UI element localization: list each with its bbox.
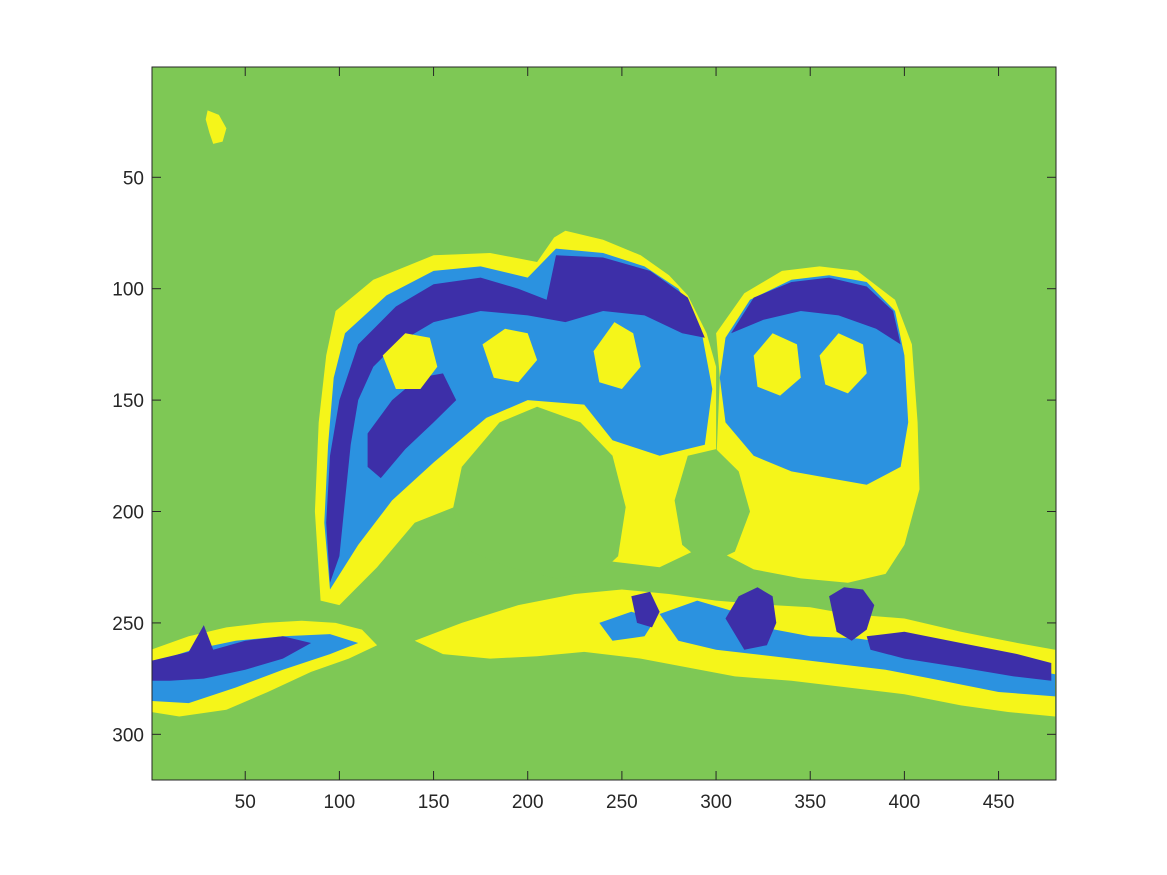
region-base-cyan-2	[659, 600, 1056, 697]
x-tick-label: 300	[700, 792, 732, 813]
region-left-lobe-hole-1	[382, 333, 438, 389]
region-base-dark-2	[725, 587, 777, 650]
x-tick-label: 100	[324, 792, 356, 813]
region-base-yellow	[414, 589, 1056, 717]
x-tick-label: 50	[235, 792, 256, 813]
region-right-lobe-hole-2	[819, 333, 867, 394]
region-left-dark-streak	[367, 373, 457, 479]
region-left-lobe-hole-2	[482, 328, 538, 383]
y-axis: 50 100 150 200 250 300	[112, 168, 1056, 746]
y-tick-label: 200	[112, 503, 144, 524]
x-tick-label: 200	[512, 792, 544, 813]
y-tick-label: 100	[112, 280, 144, 301]
y-tick-label: 250	[112, 614, 144, 635]
region-left-lobe-dark	[326, 255, 705, 583]
region-right-lobe-dark	[731, 277, 901, 345]
region-base-dark-4	[866, 631, 1052, 681]
region-left-lobe-hole-3	[593, 322, 641, 389]
heatmap-regions	[152, 110, 1056, 717]
y-tick-label: 150	[112, 391, 144, 412]
region-base-dark-1	[631, 591, 660, 628]
region-right-interior-green	[674, 449, 750, 565]
region-base-dark-3	[829, 587, 875, 641]
x-axis: 50 100 150 200 250 300 350 400 450	[235, 67, 1015, 813]
plot-frame	[151, 66, 1057, 781]
region-right-lobe-cyan	[719, 275, 909, 485]
y-tick-label: 50	[123, 168, 144, 189]
x-tick-label: 350	[794, 792, 826, 813]
region-small-spot	[205, 110, 227, 144]
region-left-foot-dark	[152, 625, 312, 681]
y-tick-label: 300	[112, 725, 144, 746]
region-left-interior-green	[452, 406, 626, 579]
x-tick-label: 250	[606, 792, 638, 813]
x-tick-label: 150	[418, 792, 450, 813]
x-tick-label: 400	[889, 792, 921, 813]
x-tick-label: 450	[983, 792, 1015, 813]
region-right-lobe-hole-1	[753, 333, 801, 396]
